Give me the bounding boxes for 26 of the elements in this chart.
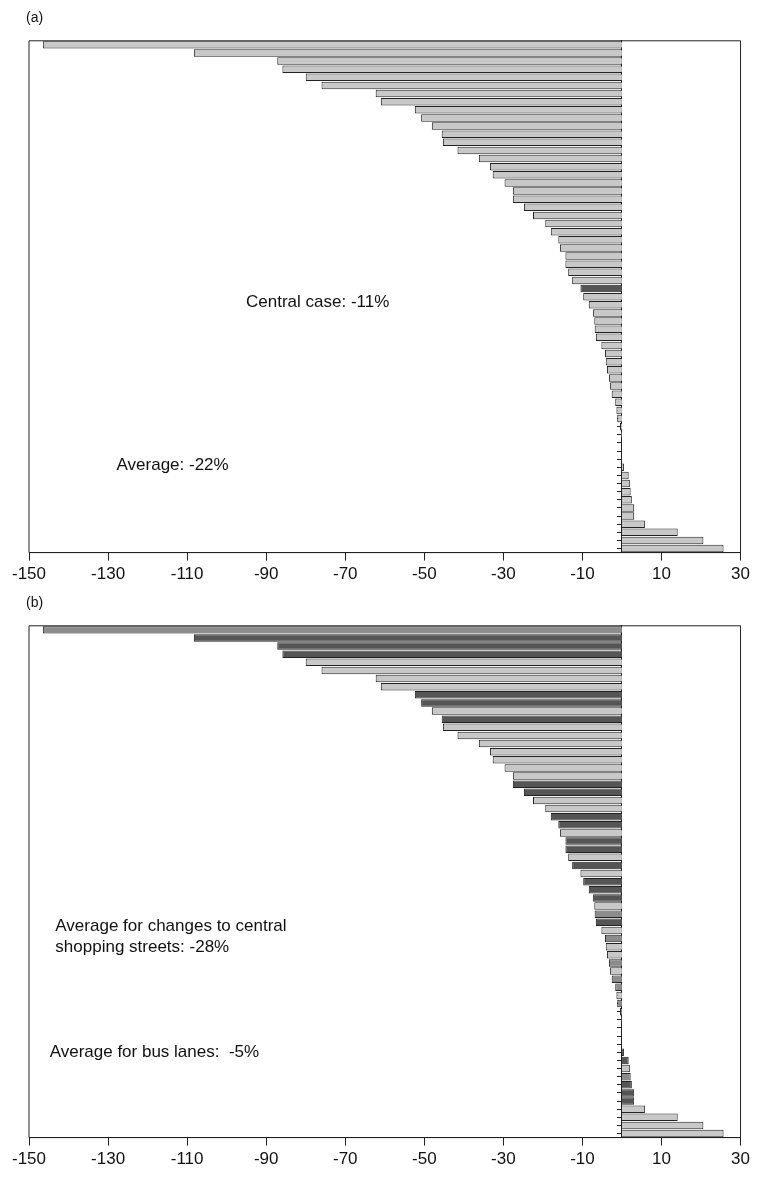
x-tick-label: -10 — [570, 564, 595, 584]
annotation: Average for changes to central shopping streets: -28% — [55, 915, 287, 956]
x-tick-label: -90 — [253, 564, 279, 584]
annotation: Average for bus lanes: -5% — [49, 1042, 260, 1062]
x-tick-label: -110 — [170, 564, 204, 584]
x-tick-label: 30 — [731, 1149, 751, 1169]
x-tick-label: -70 — [332, 564, 358, 584]
annotation: Central case: -11% — [246, 291, 390, 311]
chart-title: (a) — [26, 9, 44, 26]
x-tick-label: 10 — [652, 564, 671, 584]
x-tick-label: -130 — [91, 564, 126, 584]
x-tick-label: 30 — [731, 564, 751, 584]
x-tick-label: -70 — [332, 1149, 358, 1169]
x-tick-label: 10 — [652, 1149, 671, 1169]
x-tick-label: -110 — [170, 1149, 204, 1169]
x-tick-label: -50 — [412, 564, 437, 584]
x-tick-label: -150 — [12, 1149, 47, 1169]
x-tick-label: -130 — [91, 1149, 126, 1169]
x-tick-label: -150 — [12, 564, 47, 584]
x-tick-label: -50 — [412, 1149, 437, 1169]
x-tick-label: -10 — [570, 1149, 595, 1169]
x-tick-label: -30 — [491, 1149, 516, 1169]
x-tick-label: -90 — [253, 1149, 279, 1169]
chart-title: (b) — [26, 594, 44, 611]
annotation: Average: -22% — [116, 455, 229, 475]
x-tick-label: -30 — [491, 564, 516, 584]
